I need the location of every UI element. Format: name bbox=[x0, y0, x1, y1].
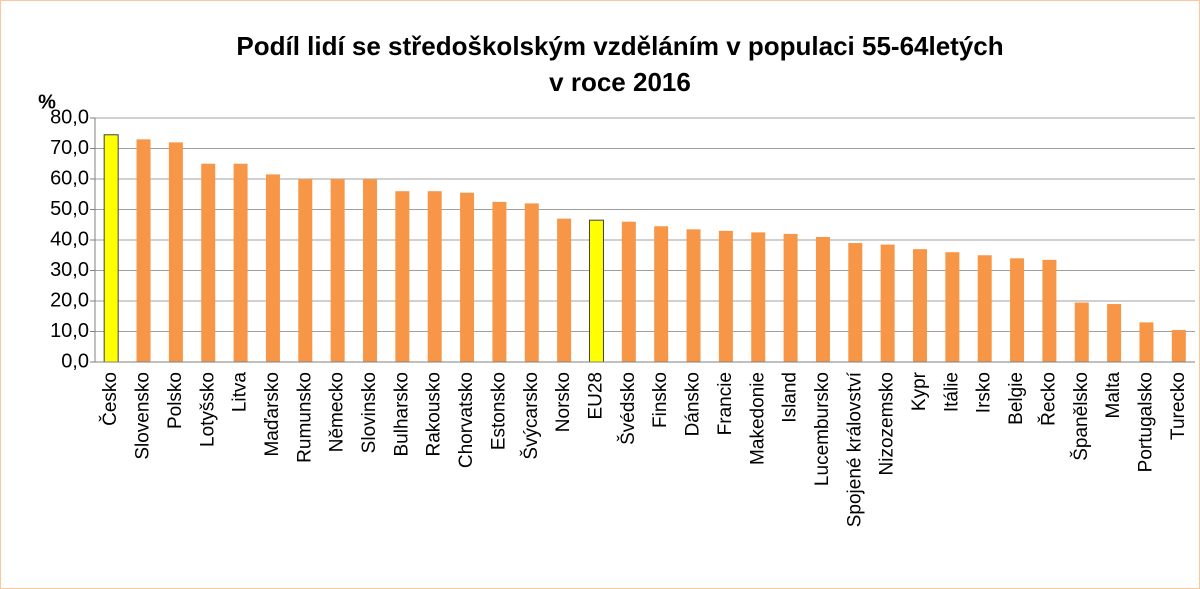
x-tick-label: Chorvatsko bbox=[456, 372, 477, 468]
y-tick-label: 50,0 bbox=[50, 198, 89, 220]
bar bbox=[1042, 259, 1057, 362]
bar bbox=[977, 255, 992, 362]
bar bbox=[265, 174, 280, 362]
bar bbox=[103, 134, 119, 363]
bar bbox=[427, 191, 442, 362]
bar bbox=[1139, 322, 1154, 362]
x-tick-label: Slovensko bbox=[133, 372, 154, 460]
bar bbox=[1010, 258, 1025, 362]
bar bbox=[1074, 302, 1089, 362]
x-tick-label: Nizozemsko bbox=[877, 372, 898, 475]
bar bbox=[233, 163, 248, 362]
x-tick-label: Bulharsko bbox=[391, 372, 412, 457]
x-tick-label: Finsko bbox=[650, 372, 671, 428]
bar bbox=[330, 179, 345, 362]
bar bbox=[492, 201, 507, 362]
x-tick-label: Maďarsko bbox=[262, 372, 283, 457]
y-tick-label: 60,0 bbox=[50, 167, 89, 189]
bar bbox=[718, 230, 733, 362]
chart-title: Podíl lidí se středoškolským vzděláním v… bbox=[236, 31, 1003, 61]
y-tick-label: 40,0 bbox=[50, 228, 89, 250]
x-tick-label: Litva bbox=[230, 372, 251, 413]
bar bbox=[1171, 329, 1186, 362]
bar bbox=[363, 179, 377, 362]
x-tick-label: Rakousko bbox=[424, 372, 445, 457]
x-tick-label: Spojené království bbox=[844, 371, 865, 527]
x-tick-label: Itálie bbox=[941, 372, 962, 412]
bar bbox=[654, 226, 669, 362]
bar bbox=[460, 192, 475, 362]
y-tick-label: 30,0 bbox=[50, 259, 89, 281]
x-tick-label: Irsko bbox=[974, 372, 995, 413]
bar bbox=[588, 219, 604, 363]
bar bbox=[621, 221, 636, 362]
bar bbox=[1107, 304, 1122, 362]
y-tick-label: 0,0 bbox=[61, 350, 89, 372]
bar bbox=[168, 142, 183, 362]
x-tick-label: EU28 bbox=[585, 372, 606, 420]
x-tick-label: Česko bbox=[99, 372, 121, 426]
x-tick-label: Švédsko bbox=[617, 372, 639, 445]
bar bbox=[136, 139, 151, 362]
bar bbox=[815, 236, 830, 362]
x-tick-label: Rumunsko bbox=[294, 372, 315, 463]
y-tick-label: 10,0 bbox=[50, 320, 89, 342]
x-tick-label: Řecko bbox=[1037, 372, 1059, 426]
bar bbox=[524, 203, 539, 362]
x-tick-label: Turecko bbox=[1168, 372, 1189, 440]
bar bbox=[751, 232, 766, 362]
x-tick-label: Portugalsko bbox=[1135, 372, 1156, 472]
x-tick-label: Španělsko bbox=[1070, 372, 1092, 461]
x-tick-label: Polsko bbox=[165, 372, 186, 429]
x-tick-label: Lotyšsko bbox=[197, 372, 218, 447]
x-tick-label: Norsko bbox=[553, 372, 574, 432]
bar bbox=[783, 233, 798, 362]
x-tick-label: Německo bbox=[327, 372, 348, 452]
y-axis-label: % bbox=[38, 91, 56, 113]
bar bbox=[298, 179, 313, 362]
bar bbox=[557, 218, 572, 362]
bar bbox=[395, 191, 410, 362]
x-tick-label: Estonsko bbox=[488, 372, 509, 450]
x-tick-label: Slovinsko bbox=[359, 372, 380, 453]
bar bbox=[201, 163, 216, 362]
bar bbox=[848, 243, 863, 362]
x-tick-label: Lucembursko bbox=[812, 372, 833, 486]
chart-title: v roce 2016 bbox=[549, 67, 691, 97]
x-tick-label: Malta bbox=[1103, 372, 1124, 419]
x-tick-label: Švýcarsko bbox=[520, 372, 542, 460]
bar bbox=[913, 249, 927, 362]
x-tick-label: Belgie bbox=[1006, 372, 1027, 425]
bar bbox=[945, 252, 960, 362]
x-tick-label: Makedonie bbox=[747, 372, 768, 465]
x-tick-label: Francie bbox=[715, 372, 736, 435]
y-tick-label: 70,0 bbox=[50, 137, 89, 159]
y-tick-label: 80,0 bbox=[50, 106, 89, 128]
x-tick-label: Island bbox=[780, 372, 801, 423]
x-tick-label: Kypr bbox=[909, 371, 930, 411]
bar bbox=[686, 229, 701, 362]
y-tick-label: 20,0 bbox=[50, 289, 89, 311]
bar bbox=[880, 244, 895, 362]
x-tick-label: Dánsko bbox=[683, 372, 704, 436]
